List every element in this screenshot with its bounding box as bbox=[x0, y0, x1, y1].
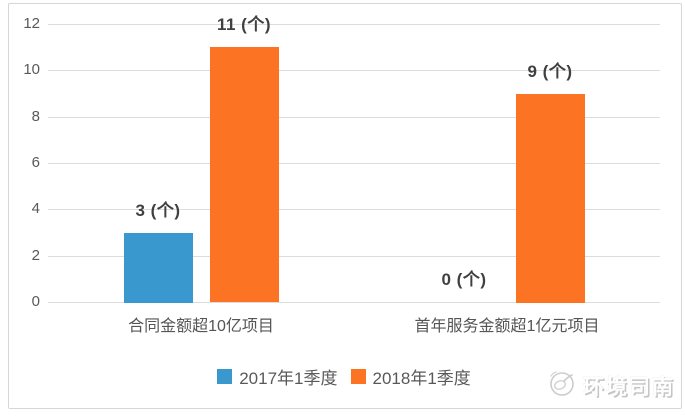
legend-label: 2018年1季度 bbox=[372, 369, 471, 388]
legend-item: 2018年1季度 bbox=[350, 364, 471, 389]
bar-2018年1季度-首年服务金额超1亿元项目 bbox=[516, 94, 585, 303]
legend-item: 2017年1季度 bbox=[217, 364, 338, 389]
y-tick-label: 12 bbox=[23, 15, 40, 32]
bar-2017年1季度-合同金额超10亿项目 bbox=[124, 233, 193, 303]
data-label: 9 (个) bbox=[527, 62, 573, 81]
gridline bbox=[48, 117, 660, 118]
y-tick-label: 10 bbox=[23, 61, 40, 78]
y-tick-label: 2 bbox=[31, 247, 40, 264]
y-tick-label: 6 bbox=[31, 154, 40, 171]
legend-swatch bbox=[350, 369, 366, 384]
gridline bbox=[48, 209, 660, 210]
y-tick-label: 4 bbox=[31, 200, 40, 217]
gridline bbox=[48, 163, 660, 164]
legend-swatch bbox=[217, 369, 233, 384]
gridline bbox=[48, 24, 660, 25]
data-label: 3 (个) bbox=[135, 201, 181, 220]
y-tick-label: 8 bbox=[31, 108, 40, 125]
gridline bbox=[48, 70, 660, 71]
compass-icon bbox=[545, 367, 577, 404]
bar-2018年1季度-合同金额超10亿项目 bbox=[210, 47, 279, 302]
legend: 2017年1季度 2018年1季度 bbox=[8, 364, 680, 389]
category-label: 首年服务金额超1亿元项目 bbox=[414, 318, 600, 335]
category-label: 合同金额超10亿项目 bbox=[128, 318, 274, 335]
data-label: 11 (个) bbox=[216, 15, 272, 34]
gridline bbox=[48, 302, 660, 303]
data-label: 0 (个) bbox=[441, 270, 487, 289]
gridline bbox=[48, 256, 660, 257]
watermark: 环境司南 bbox=[545, 367, 675, 404]
legend-label: 2017年1季度 bbox=[239, 369, 338, 388]
watermark-text: 环境司南 bbox=[583, 375, 675, 399]
y-tick-label: 0 bbox=[31, 293, 40, 310]
